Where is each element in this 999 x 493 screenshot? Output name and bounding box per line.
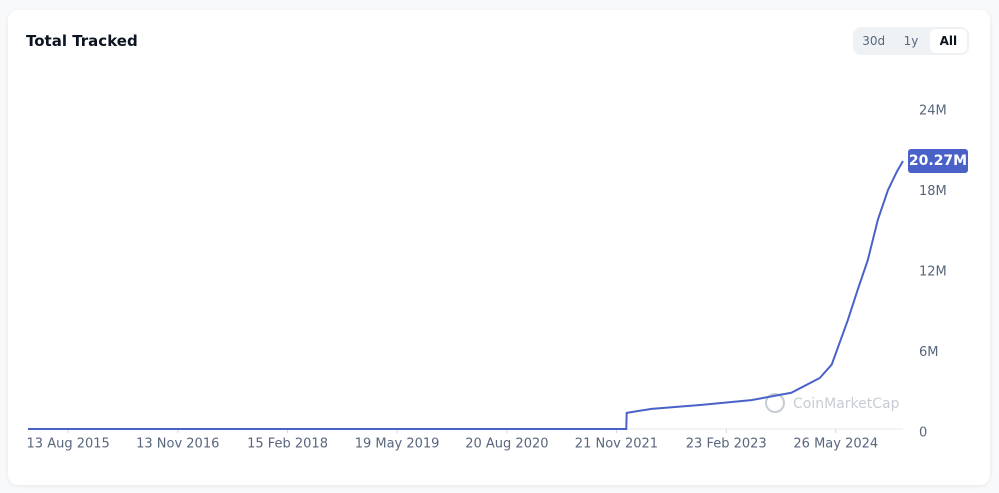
range-button[interactable]: 1y (903, 34, 919, 48)
card-title: Total Tracked (26, 32, 138, 50)
x-tick-label: 23 Feb 2023 (686, 437, 767, 452)
x-tick-label: 19 May 2019 (355, 437, 440, 452)
y-tick-label: 24M (919, 104, 947, 119)
x-tick-label: 20 Aug 2020 (465, 437, 548, 452)
line (28, 160, 904, 430)
card: Total Tracked 30d 1y All (8, 10, 990, 485)
x-tick-label: 15 Feb 2018 (247, 437, 328, 452)
value-label: 20.27M (909, 153, 967, 169)
y-tick-label: 6M (919, 345, 939, 360)
x-tick-label: 13 Nov 2016 (136, 437, 219, 452)
watermark: CoinMarketCap (793, 396, 900, 412)
range-buttons: 30d 1y All (853, 27, 969, 55)
y-tick-label: 18M (919, 184, 947, 199)
value-label-box (908, 149, 968, 174)
x-tick-label: 21 Nov 2021 (575, 437, 658, 452)
x-tick-label: 26 May 2024 (793, 437, 878, 452)
range-button[interactable]: 30d (862, 34, 886, 48)
range-button[interactable]: All (929, 29, 967, 53)
x-tick-label: 13 Aug 2015 (27, 437, 110, 452)
y-tick-label: 0 (919, 426, 927, 441)
y-tick-label: 12M (919, 265, 947, 280)
watermark-logo (765, 393, 785, 413)
